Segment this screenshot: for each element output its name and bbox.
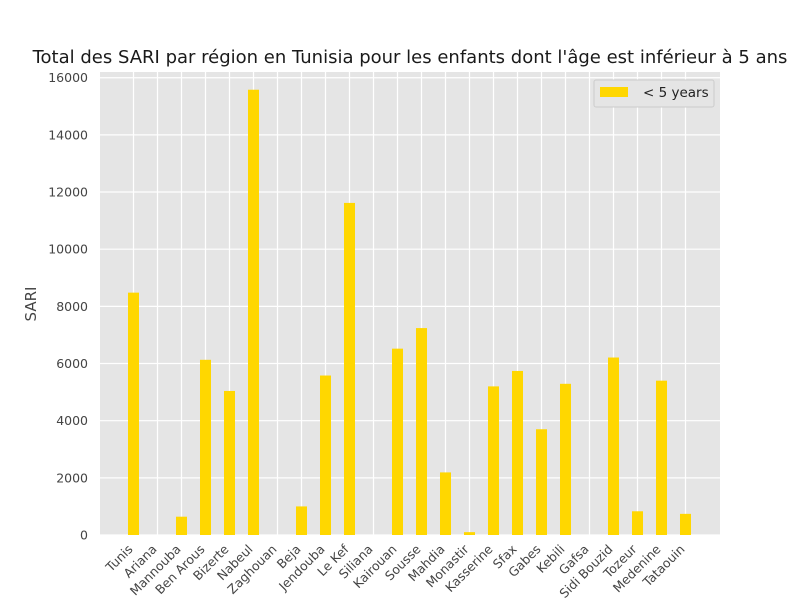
chart-title: Total des SARI par région en Tunisia pou…: [32, 47, 788, 68]
legend-box: [593, 79, 715, 108]
bar: [512, 370, 523, 535]
y-tick-label: 2000: [56, 470, 88, 485]
bar: [248, 89, 259, 535]
bar: [128, 292, 139, 535]
bar: [320, 375, 331, 535]
legend-label: < 5 years: [643, 85, 709, 101]
bar: [440, 472, 451, 535]
y-tick-labels: 0 2000 4000 6000 8000 10000 12000 14000 16000: [48, 70, 88, 542]
legend: < 5 years: [593, 79, 715, 108]
plot-area: [100, 72, 720, 535]
bar: [200, 359, 211, 535]
bar: [296, 506, 307, 535]
legend-swatch: [600, 87, 628, 97]
bar: [464, 532, 475, 535]
y-tick-label: 16000: [48, 70, 88, 85]
y-tick-label: 0: [80, 528, 88, 543]
bar: [176, 516, 187, 535]
y-axis-label: SARI: [22, 287, 40, 322]
y-tick-label: 10000: [48, 242, 88, 257]
bar: [344, 202, 355, 536]
bar: [680, 513, 691, 535]
bars: [128, 89, 691, 536]
bar: [608, 357, 619, 535]
bar: [656, 380, 667, 535]
bar: [632, 511, 643, 535]
bar: [224, 390, 235, 535]
y-tick-label: 4000: [56, 413, 88, 428]
y-tick-label: 6000: [56, 356, 88, 371]
bar: [536, 429, 547, 535]
bar: [488, 386, 499, 535]
bar: [392, 348, 403, 535]
y-tick-label: 8000: [56, 299, 88, 314]
y-tick-label: 14000: [48, 127, 88, 142]
bar: [560, 383, 571, 535]
bar: [416, 328, 427, 535]
y-tick-label: 12000: [48, 185, 88, 200]
